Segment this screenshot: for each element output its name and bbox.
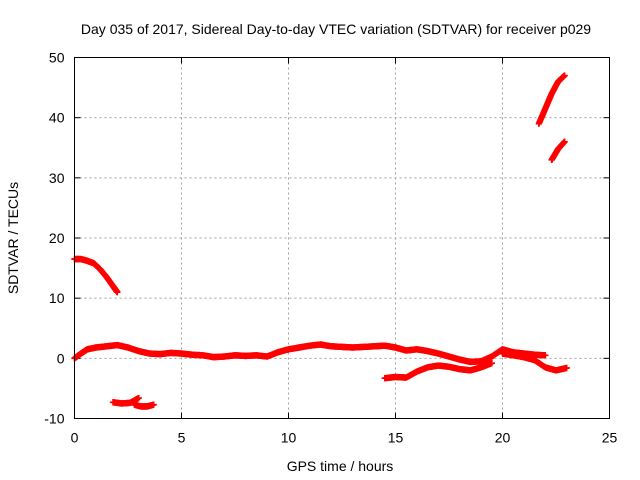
y-tick-label: 0 — [57, 350, 65, 366]
x-tick-label: 15 — [388, 430, 404, 446]
series-arc-negative-2 — [131, 401, 157, 410]
data-point — [563, 364, 570, 372]
chart-title: Day 035 of 2017, Sidereal Day-to-day VTE… — [81, 21, 591, 37]
x-tick-label: 25 — [602, 430, 618, 446]
y-tick-label: 30 — [49, 170, 65, 186]
y-tick-label: 10 — [49, 290, 65, 306]
y-tick-label: 20 — [49, 230, 65, 246]
data-point — [561, 138, 568, 145]
series-arc-rise-high — [535, 72, 568, 127]
data-point — [488, 359, 495, 367]
data-points — [71, 72, 570, 410]
series-arc-rise-low — [548, 138, 568, 163]
y-tick-label: -10 — [44, 411, 64, 427]
data-point — [150, 401, 157, 408]
grid — [74, 57, 610, 419]
data-point — [114, 288, 121, 296]
x-tick-label: 0 — [71, 430, 79, 446]
plot-frame — [74, 57, 610, 419]
data-point — [135, 394, 142, 402]
tick-labels: 0 5 10 15 20 25 -10 0 10 20 30 40 50 — [44, 50, 617, 446]
series-arc-negative-1 — [109, 394, 142, 407]
x-tick-label: 5 — [178, 430, 186, 446]
data-point — [542, 352, 549, 359]
y-axis-label: SDTVAR / TECUs — [5, 182, 21, 294]
y-tick-label: 40 — [49, 110, 65, 126]
x-tick-label: 10 — [281, 430, 297, 446]
data-point — [561, 72, 568, 79]
series-arc-mid-negative — [381, 359, 495, 382]
x-tick-label: 20 — [495, 430, 511, 446]
x-axis-label: GPS time / hours — [287, 458, 394, 474]
series-arc-early-high — [71, 255, 121, 296]
y-tick-label: 50 — [49, 50, 65, 66]
series-arc-late-low — [499, 350, 570, 374]
series-arc-main — [71, 341, 549, 366]
